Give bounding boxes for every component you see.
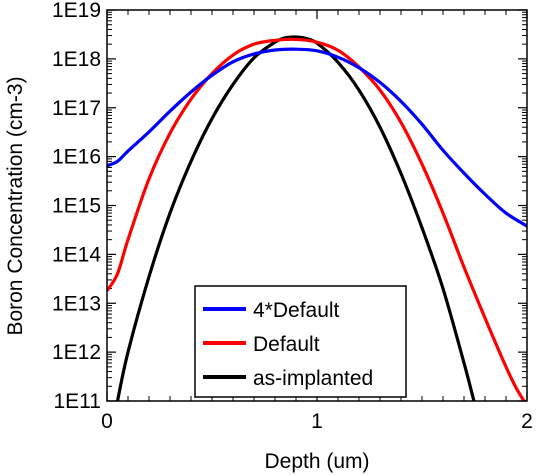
- series-line-4-default: [107, 47, 527, 228]
- series-line-default: [107, 37, 526, 401]
- y-tick-label: 1E11: [54, 390, 102, 413]
- legend: 4*Default Default as-implanted: [194, 285, 407, 398]
- y-tick-label: 1E19: [52, 0, 101, 22]
- y-tick-label: 1E15: [52, 195, 101, 218]
- y-tick-label: 1E17: [52, 97, 101, 120]
- y-tick-label: 1E18: [52, 48, 101, 71]
- y-tick-label: 1E13: [52, 292, 101, 315]
- legend-label: 4*Default: [253, 299, 340, 322]
- x-axis-title: Depth (um): [264, 450, 369, 473]
- y-tick-label: 1E14: [52, 243, 101, 266]
- x-tick-label: 0: [101, 410, 113, 433]
- y-axis-title: Boron Concentration (cm-3): [4, 76, 27, 335]
- x-tick-label: 2: [521, 410, 533, 433]
- y-tick-label: 1E16: [52, 146, 101, 169]
- y-tick-label: 1E12: [52, 341, 101, 364]
- plot-frame: [106, 9, 528, 402]
- legend-label: as-implanted: [253, 367, 373, 390]
- legend-label: Default: [253, 333, 320, 356]
- x-tick-label: 1: [311, 410, 323, 433]
- series-line-as-implanted: [115, 35, 476, 401]
